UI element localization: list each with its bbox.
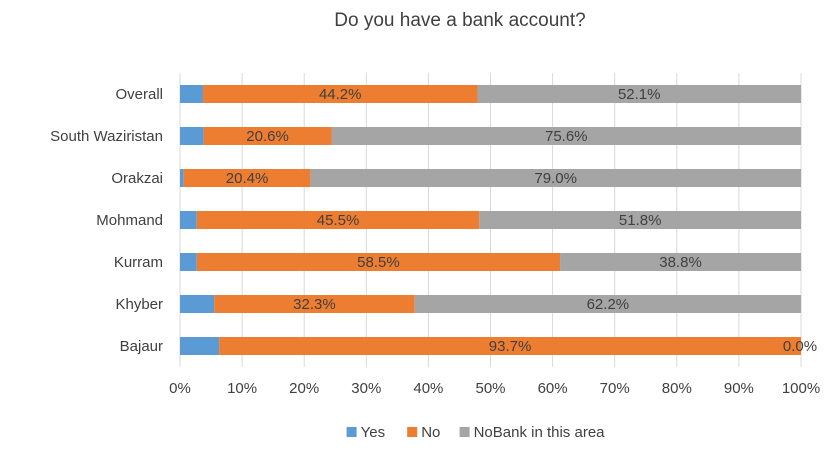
bar-segment	[219, 337, 802, 355]
x-tick-label: 50%	[475, 380, 505, 397]
x-tick-label: 80%	[662, 380, 692, 397]
x-tick-label: 20%	[289, 380, 319, 397]
data-label: 32.3%	[293, 296, 336, 313]
bar-segment	[310, 169, 801, 187]
legend-label: Yes	[361, 424, 385, 441]
x-axis-ticks: 0% 10% 20% 30% 40% 50% 60% 70% 80% 90% 100%	[169, 380, 820, 397]
bars: 44.2% 52.1% 20.6% 75.6% 20.4% 79.0% 45.5% 51.8%…	[180, 85, 817, 355]
x-tick-label: 90%	[724, 380, 754, 397]
category-labels: Overall South Waziristan Orakzai Mohmand Kur…	[50, 86, 163, 355]
data-label: 44.2%	[319, 86, 362, 103]
category-label: Kurram	[114, 254, 163, 271]
bar-segment	[196, 211, 480, 229]
category-label: Orakzai	[111, 170, 163, 187]
x-tick-label: 70%	[600, 380, 630, 397]
x-tick-label: 100%	[782, 380, 820, 397]
x-tick-label: 60%	[538, 380, 568, 397]
bar-segment	[180, 211, 197, 229]
data-label: 0.0%	[783, 338, 817, 355]
bar-segment	[180, 85, 203, 103]
data-label: 93.7%	[489, 338, 532, 355]
bar-segment	[183, 169, 311, 187]
chart-title: Do you have a bank account?	[334, 10, 585, 31]
bar-segment	[331, 127, 801, 145]
legend: Yes No NoBank in this area	[346, 424, 606, 441]
bar-segment	[203, 127, 332, 145]
bar-segment	[196, 253, 561, 271]
bar-segment	[180, 337, 220, 355]
data-label: 62.2%	[587, 296, 630, 313]
data-label: 38.8%	[659, 254, 702, 271]
bar-segment	[180, 169, 184, 187]
data-label: 58.5%	[357, 254, 400, 271]
bar-segment	[414, 295, 801, 313]
category-label: Bajaur	[120, 338, 163, 355]
category-label: Khyber	[115, 296, 163, 313]
data-label: 45.5%	[317, 212, 360, 229]
category-label: Mohmand	[96, 212, 163, 229]
data-label: 20.6%	[246, 128, 289, 145]
x-tick-label: 0%	[169, 380, 191, 397]
bar-segment	[477, 85, 801, 103]
bar-segment	[214, 295, 415, 313]
bar-segment	[560, 253, 801, 271]
legend-swatch	[459, 427, 470, 437]
legend-swatch	[407, 427, 418, 437]
category-label: Overall	[115, 86, 163, 103]
data-label: 51.8%	[619, 212, 662, 229]
bar-segment	[479, 211, 801, 229]
bar-segment	[180, 127, 204, 145]
legend-label: NoBank in this area	[474, 424, 606, 441]
data-label: 20.4%	[226, 170, 269, 187]
bar-segment	[180, 295, 215, 313]
legend-swatch	[346, 427, 357, 437]
data-label: 75.6%	[545, 128, 588, 145]
x-tick-label: 10%	[227, 380, 257, 397]
category-label: South Waziristan	[50, 128, 163, 145]
x-tick-label: 40%	[413, 380, 443, 397]
data-label: 52.1%	[618, 86, 661, 103]
bar-segment	[180, 253, 197, 271]
data-label: 79.0%	[534, 170, 577, 187]
x-tick-label: 30%	[351, 380, 381, 397]
legend-label: No	[421, 424, 440, 441]
bar-segment	[202, 85, 478, 103]
